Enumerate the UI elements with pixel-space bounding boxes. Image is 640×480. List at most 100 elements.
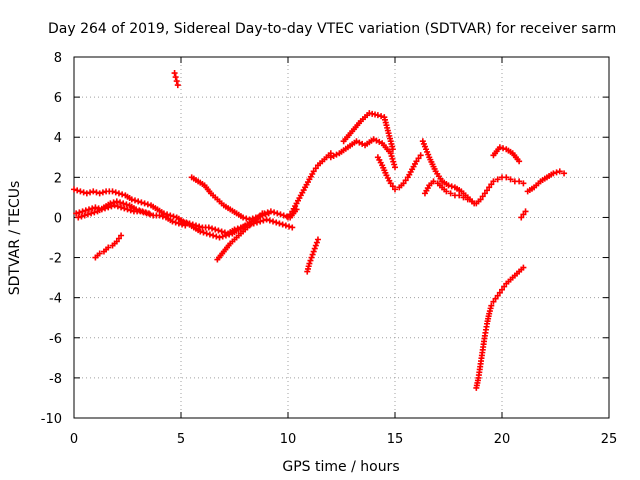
data-point [172,219,179,226]
data-point [501,283,508,290]
data-point [210,232,217,239]
data-point [174,82,181,89]
data-point [115,235,122,242]
data-point [113,238,120,245]
series-track-r [518,208,529,221]
data-point [172,74,179,81]
data-point [507,176,514,183]
data-point [108,203,115,210]
data-point [73,210,80,217]
series-track-m [374,152,424,193]
data-point [173,78,180,85]
data-point [417,152,424,159]
data-point [266,217,273,224]
data-point [312,242,319,249]
data-point [516,178,523,185]
data-point [314,236,321,243]
data-point [82,207,89,214]
data-point [307,257,314,264]
data-point [263,216,270,223]
data-point [240,214,247,221]
data-point [267,208,274,215]
data-point [133,206,140,213]
series-track-k [327,136,398,171]
data-point [171,70,178,77]
data-point [135,198,142,205]
data-point [274,210,281,217]
data-point [413,158,420,165]
data-point [71,186,77,193]
data-point [118,204,125,211]
data-point [117,199,124,206]
series-track-e [171,70,181,89]
data-point [215,227,222,234]
data-point [309,251,316,258]
data-point [206,231,213,238]
data-point [392,186,398,193]
data-point [205,224,212,231]
data-point [156,212,163,219]
data-point [226,231,233,238]
data-point [136,207,143,214]
data-point [124,206,131,213]
data-point [88,210,95,217]
data-point [556,168,563,175]
data-point [311,245,318,252]
data-point [448,183,455,190]
data-point [415,155,422,162]
data-point [141,200,148,207]
chart-title: Day 264 of 2019, Sidereal Day-to-day VTE… [48,21,616,37]
data-point [77,188,84,195]
data-point [209,225,216,232]
data-point [430,178,437,185]
data-point [270,218,277,225]
data-point [479,193,486,200]
y-tick-label: 4 [54,131,62,146]
data-point [481,190,488,197]
data-point [212,226,219,233]
data-point [105,244,112,251]
x-tick-label: 25 [601,432,618,447]
data-point [520,264,527,271]
data-point [213,233,220,240]
y-axis-label: SDTVAR / TECUs [7,181,23,296]
data-point [110,199,117,206]
data-layer [71,70,568,391]
data-point [81,212,88,219]
data-point [74,187,81,194]
data-point [283,213,290,220]
data-point [492,295,499,302]
data-point [390,158,397,165]
data-point [471,200,478,207]
data-point [128,196,135,203]
series-track-l [340,110,396,153]
data-point [503,174,510,181]
data-point [484,187,491,194]
data-point [499,286,505,293]
data-point [445,182,452,189]
data-point [85,206,92,213]
data-point [159,213,166,220]
data-point [120,200,127,207]
data-point [282,222,289,229]
data-point [477,196,484,203]
data-point [91,209,98,216]
data-point [561,170,568,177]
y-tick-label: -10 [41,412,62,427]
x-tick-label: 20 [494,432,511,447]
data-point [114,203,121,210]
x-axis-label: GPS time / hours [282,459,399,475]
data-point [392,164,398,171]
data-point [550,170,557,177]
y-tick-label: 0 [54,211,62,226]
data-point [261,210,268,217]
data-point [387,180,394,187]
data-point [160,210,167,217]
data-point [84,211,91,218]
data-point [253,219,260,226]
data-point [221,229,228,236]
data-point [113,198,120,205]
data-point [123,201,130,208]
data-point [75,214,82,221]
